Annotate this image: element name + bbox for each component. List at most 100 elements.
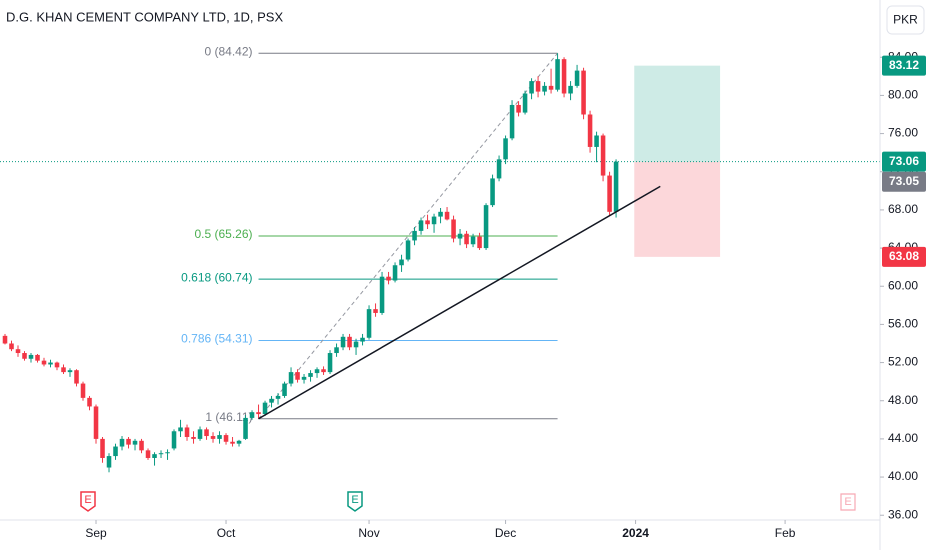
x-tick-label: Dec — [495, 526, 516, 540]
candle-body — [184, 427, 190, 437]
candle-body — [67, 370, 73, 373]
candle-body — [80, 383, 86, 398]
candle-body — [295, 372, 300, 380]
candle-body — [581, 70, 586, 115]
price-badge — [882, 55, 926, 76]
candle-body — [165, 452, 170, 454]
event-label: E — [84, 494, 91, 506]
candle-body — [574, 70, 580, 86]
x-tick-label: Sep — [85, 526, 107, 540]
candle-body — [158, 453, 164, 455]
event-marker[interactable]: E — [347, 491, 363, 512]
candle-body — [594, 135, 599, 147]
fib-label: 0.786 (54.31) — [181, 332, 252, 346]
candle-body — [236, 440, 242, 444]
candle-body — [457, 233, 463, 239]
x-tick-label: Feb — [775, 526, 796, 540]
candle-body — [360, 337, 365, 342]
target-zone — [634, 65, 721, 162]
candle-body — [347, 336, 352, 348]
candle-body — [22, 353, 27, 359]
candle-body — [483, 205, 489, 249]
candle-body — [490, 178, 495, 206]
candle-body — [327, 353, 333, 373]
event-label: E — [844, 496, 851, 508]
candle-body — [48, 362, 53, 365]
candle-body — [288, 372, 294, 384]
y-tick-label: 80.00 — [888, 88, 918, 102]
candle-body — [106, 456, 112, 468]
candle-body — [139, 440, 144, 451]
y-tick-label: 48.00 — [888, 393, 918, 407]
event-marker[interactable]: E — [80, 491, 96, 512]
y-tick-label: 68.00 — [888, 202, 918, 216]
candle-body — [509, 104, 515, 139]
candle-body — [301, 376, 307, 380]
candle-body — [418, 220, 424, 231]
candle-body — [561, 59, 567, 94]
candle-body — [392, 265, 398, 281]
currency-button[interactable] — [886, 5, 925, 35]
candle-body — [555, 59, 560, 90]
candle-body — [269, 398, 274, 403]
candle-body — [522, 93, 528, 113]
y-tick-label: 76.00 — [888, 126, 918, 140]
candle-body — [191, 436, 196, 439]
candle-body — [405, 240, 411, 260]
candle-body — [548, 85, 554, 90]
candle-body — [9, 343, 14, 350]
candle-body — [568, 85, 573, 94]
candle-body — [197, 429, 203, 439]
candle-body — [386, 276, 391, 281]
x-tick-label: Nov — [358, 526, 379, 540]
candle-body — [74, 370, 79, 384]
candle-body — [438, 211, 443, 217]
candle-body — [334, 347, 339, 354]
candle-body — [145, 450, 151, 458]
candle-body — [477, 236, 482, 249]
chart-title: D.G. KHAN CEMENT COMPANY LTD, 1D, PSX — [6, 9, 283, 24]
y-tick-label: 36.00 — [888, 507, 918, 521]
candle-body — [366, 309, 372, 338]
candle-body — [230, 441, 235, 444]
candle-body — [314, 369, 320, 374]
fib-label: 0.5 (65.26) — [194, 227, 252, 241]
candle-body — [204, 429, 209, 437]
y-tick-label: 40.00 — [888, 469, 918, 483]
candle-body — [132, 440, 138, 445]
trendline — [258, 185, 661, 420]
candle-body — [425, 220, 430, 225]
candle-body — [516, 104, 521, 113]
candle-body — [587, 114, 593, 147]
candle-body — [54, 362, 60, 368]
event-icon — [840, 493, 856, 511]
candle-body — [321, 369, 326, 373]
event-label: E — [351, 494, 358, 506]
price-badge-label: 83.12 — [889, 58, 919, 72]
fib-label: 0 (84.42) — [205, 44, 253, 58]
event-marker[interactable]: E — [840, 493, 856, 511]
candle-body — [464, 233, 469, 245]
candle-body — [613, 161, 619, 212]
y-tick-label: 60.00 — [888, 278, 918, 292]
candle-body — [217, 435, 222, 439]
candle-body — [93, 406, 99, 439]
x-tick-label: Oct — [217, 526, 236, 540]
candle-body — [431, 216, 437, 225]
price-badge — [882, 151, 926, 172]
candle-body — [542, 85, 547, 92]
candle-body — [529, 81, 534, 94]
candle-body — [373, 309, 378, 313]
candle-body — [126, 438, 131, 445]
price-badge-label: 73.05 — [889, 174, 919, 188]
candle-body — [275, 395, 281, 399]
candle-body — [308, 373, 313, 377]
price-badge-label: 73.06 — [889, 154, 919, 168]
candle-body — [61, 367, 66, 373]
candle-body — [412, 230, 417, 241]
candle-body — [399, 259, 404, 266]
candle-body — [152, 454, 157, 458]
event-icon — [80, 491, 96, 512]
